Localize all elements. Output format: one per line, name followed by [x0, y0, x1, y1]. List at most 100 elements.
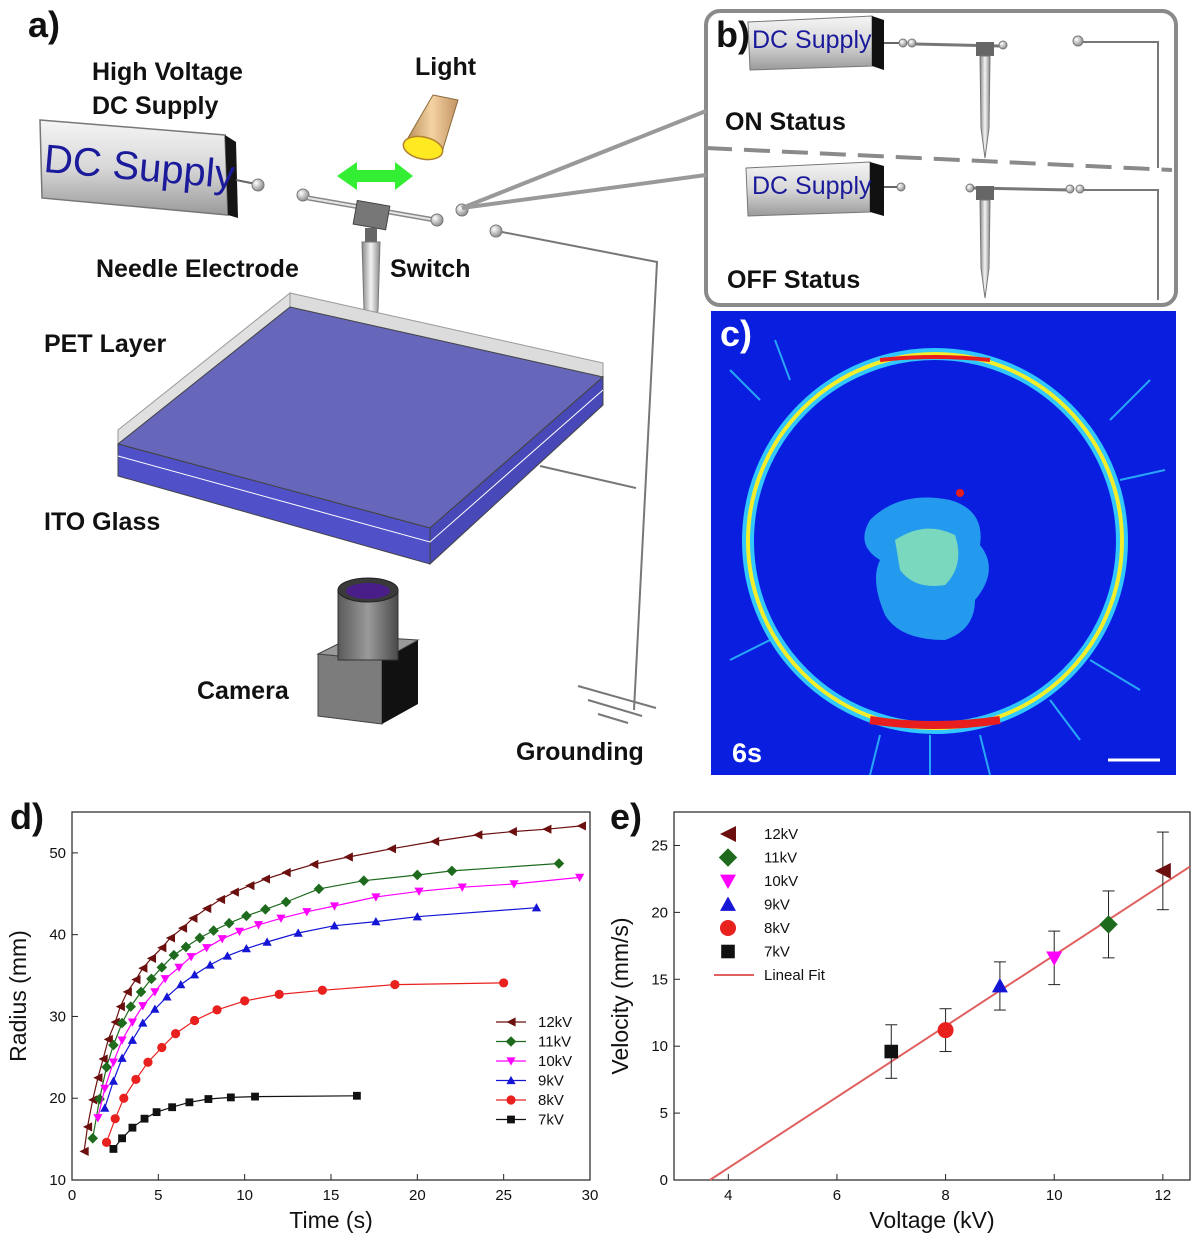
pet-ito-slab [116, 291, 605, 566]
chart-e: 4 6 8 10 12 0 5 10 15 20 25 Voltage (kV) Velocity (m… [607, 811, 1191, 1233]
chart-d-point-11kV [135, 986, 147, 998]
chart-d-point-9kV [293, 928, 303, 937]
chart-d-x-tick-label: 5 [154, 1187, 162, 1204]
chart-d-point-9kV [117, 1053, 127, 1062]
chart-d-point-8kV [157, 1042, 167, 1053]
label-grounding: Grounding [516, 738, 644, 766]
chart-d-y-tick-label: 30 [49, 1008, 66, 1025]
chart-d-point-12kV [82, 1122, 93, 1132]
panel-b-illustration [461, 9, 1178, 307]
chart-e-x-axis-title: Voltage (kV) [869, 1207, 994, 1233]
chart-d-point-7kV [226, 1093, 235, 1102]
label-dc-supply: DC Supply [92, 92, 219, 120]
label-light: Light [415, 53, 477, 81]
chart-d-point-8kV [131, 1074, 141, 1085]
chart-d-point-8kV [143, 1057, 153, 1067]
panel-e-letter: e) [610, 796, 643, 837]
chart-d-point-7kV [204, 1095, 213, 1103]
label-on-status: ON Status [725, 108, 846, 136]
label-needle-electrode: Needle Electrode [96, 255, 299, 283]
chart-d-point-11kV [108, 1039, 119, 1051]
chart-d-point-8kV [499, 978, 509, 988]
central-discharge-blob [864, 489, 989, 640]
chart-d-point-11kV [241, 910, 252, 922]
chart-d-point-7kV [128, 1123, 137, 1132]
chart-d-point-9kV [127, 1035, 138, 1044]
chart-d-point-11kV [553, 858, 565, 869]
label-high-voltage: High Voltage [92, 58, 243, 86]
chart-d-point-11kV [208, 925, 219, 936]
chart-d-legend-marker-11kV [505, 1036, 517, 1047]
chart-e-y-tick-label: 25 [651, 837, 668, 854]
chart-e-plot-frame [673, 811, 1191, 1181]
chart-d-point-9kV [241, 943, 251, 953]
chart-d-point-9kV [531, 903, 542, 912]
chart-d-point-8kV [274, 989, 284, 999]
chart-e-legend-fit-label: Lineal Fit [764, 967, 826, 984]
chart-d-point-7kV [140, 1114, 149, 1123]
chart-d-point-10kV [457, 883, 467, 892]
label-off-status: OFF Status [727, 266, 861, 294]
chart-d-point-12kV [88, 1095, 98, 1105]
chart-d-point-9kV [205, 960, 215, 969]
chart-d-x-tick-label: 20 [409, 1187, 426, 1204]
panel-b-letter: b) [716, 14, 750, 55]
chart-d-point-11kV [146, 973, 157, 985]
chart-d-x-tick-label: 30 [582, 1187, 599, 1204]
chart-d-point-10kV [575, 873, 585, 883]
chart-d-point-10kV [93, 1114, 103, 1123]
chart-e-legend-marker-11kV [718, 848, 738, 867]
chart-d-point-11kV [101, 1061, 112, 1073]
chart-d-legend-marker-9kV [506, 1075, 516, 1085]
chart-d-point-8kV [317, 985, 327, 995]
chart-d-point-10kV [150, 988, 160, 997]
chart-e-legend-marker-12kV [720, 826, 736, 842]
chart-d-legend-label: 11kV [538, 1034, 571, 1051]
chart-e-point-11kV [1099, 915, 1118, 934]
chart-d-point-8kV [390, 979, 400, 990]
chart-d-legend-label: 8kV [538, 1092, 564, 1109]
chart-d-point-7kV [251, 1092, 259, 1101]
chart-d-point-12kV [576, 821, 586, 831]
chart-e-legend-label: 9kV [764, 897, 790, 914]
chart-d-point-11kV [156, 962, 168, 973]
chart-d-point-11kV [223, 917, 235, 929]
chart-d-point-10kV [253, 921, 264, 930]
chart-d-point-8kV [212, 1005, 222, 1015]
chart-d-point-10kV [186, 953, 196, 962]
panel-d-letter: d) [10, 796, 44, 837]
chart-e-point-8kV [937, 1022, 954, 1039]
chart-d-point-10kV [234, 927, 245, 936]
chart-d-point-9kV [189, 970, 200, 979]
chart-d-point-11kV [180, 941, 192, 953]
chart-d-legend-marker-7kV [507, 1115, 515, 1124]
chart-e-y-tick-label: 15 [651, 971, 668, 988]
chart-d-point-12kV [202, 903, 212, 914]
chart-e-legend-label: 10kV [764, 873, 798, 890]
label-ito-glass: ITO Glass [44, 508, 161, 536]
chart-e-x-tick-label: 4 [724, 1187, 732, 1204]
chart-d-point-9kV [138, 1018, 148, 1027]
chart-d-point-12kV [245, 881, 255, 891]
label-pet-layer: PET Layer [44, 330, 167, 358]
chart-d-point-10kV [100, 1084, 110, 1094]
chart-d-point-12kV [165, 933, 176, 943]
chart-d-point-11kV [313, 883, 325, 895]
chart-e-fit-line [709, 865, 1191, 1181]
chart-d-point-9kV [176, 979, 186, 989]
chart-d-point-12kV [507, 827, 517, 837]
chart-d-point-8kV [110, 1114, 120, 1124]
switch-arrow-icon [337, 162, 413, 190]
chart-d-legend-marker-12kV [506, 1017, 516, 1027]
label-switch: Switch [390, 255, 471, 283]
chart-d-point-10kV [117, 1036, 127, 1045]
panel-a-illustration [39, 94, 659, 725]
chart-d-point-8kV [171, 1029, 181, 1039]
chart-d-x-tick-label: 10 [236, 1187, 253, 1204]
chart-d-y-tick-label: 20 [49, 1090, 66, 1107]
chart-d-point-11kV [168, 949, 180, 961]
chart-d-point-8kV [189, 1015, 200, 1026]
chart-d-point-12kV [157, 943, 167, 953]
chart-e-y-tick-label: 5 [660, 1105, 668, 1122]
